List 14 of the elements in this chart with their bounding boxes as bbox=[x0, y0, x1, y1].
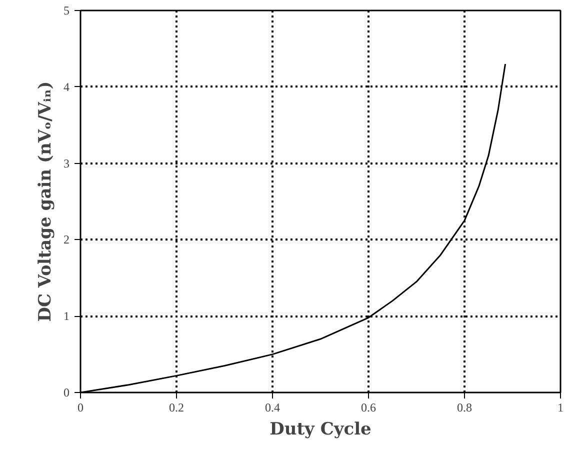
y-tick-label: 2 bbox=[64, 232, 70, 247]
x-tick-label: 1 bbox=[558, 400, 564, 414]
y-axis-title: DC Voltage gain (nVₒ/Vᵢₙ) bbox=[36, 81, 56, 322]
y-tick-label: 5 bbox=[64, 4, 70, 18]
y-tick-label: 3 bbox=[64, 156, 70, 170]
x-tick-label: 0.6 bbox=[361, 400, 376, 414]
y-tick-label: 4 bbox=[64, 80, 70, 94]
x-tick-label: 0.2 bbox=[169, 400, 184, 414]
x-tick-label: 0 bbox=[78, 400, 84, 414]
y-tick-label: 0 bbox=[64, 386, 70, 400]
x-tick-label: 0.8 bbox=[457, 400, 472, 414]
x-tick-label: 0.4 bbox=[265, 400, 280, 414]
x-axis-title: Duty Cycle bbox=[270, 420, 372, 440]
y-tick-label: 1 bbox=[64, 309, 70, 324]
